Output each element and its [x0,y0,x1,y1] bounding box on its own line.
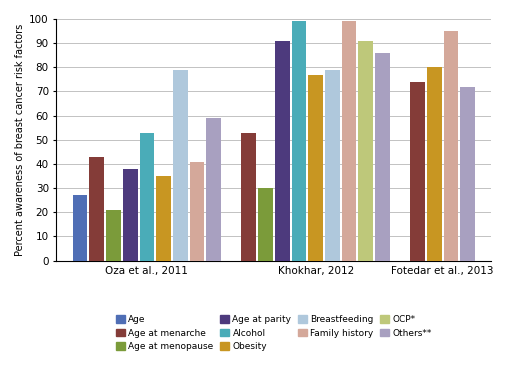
Bar [258,188,273,261]
Bar [89,157,104,261]
Bar [73,195,87,261]
Bar [427,67,442,261]
Bar [444,31,458,261]
Bar [123,169,137,261]
Bar [291,22,306,261]
Bar [359,41,373,261]
Bar [325,70,340,261]
Bar [173,70,188,261]
Bar [106,210,121,261]
Bar [275,41,289,261]
Bar [308,74,323,261]
Legend: Age, Age at menarche, Age at menopause, Age at parity, Alcohol, Obesity, Breastf: Age, Age at menarche, Age at menopause, … [114,313,434,353]
Bar [460,87,475,261]
Bar [140,133,154,261]
Bar [206,118,221,261]
Bar [410,82,425,261]
Bar [190,161,204,261]
Bar [375,53,390,261]
Y-axis label: Percent awareness of breast cancer risk factors: Percent awareness of breast cancer risk … [15,24,25,256]
Bar [156,176,171,261]
Bar [242,133,256,261]
Bar [342,22,357,261]
